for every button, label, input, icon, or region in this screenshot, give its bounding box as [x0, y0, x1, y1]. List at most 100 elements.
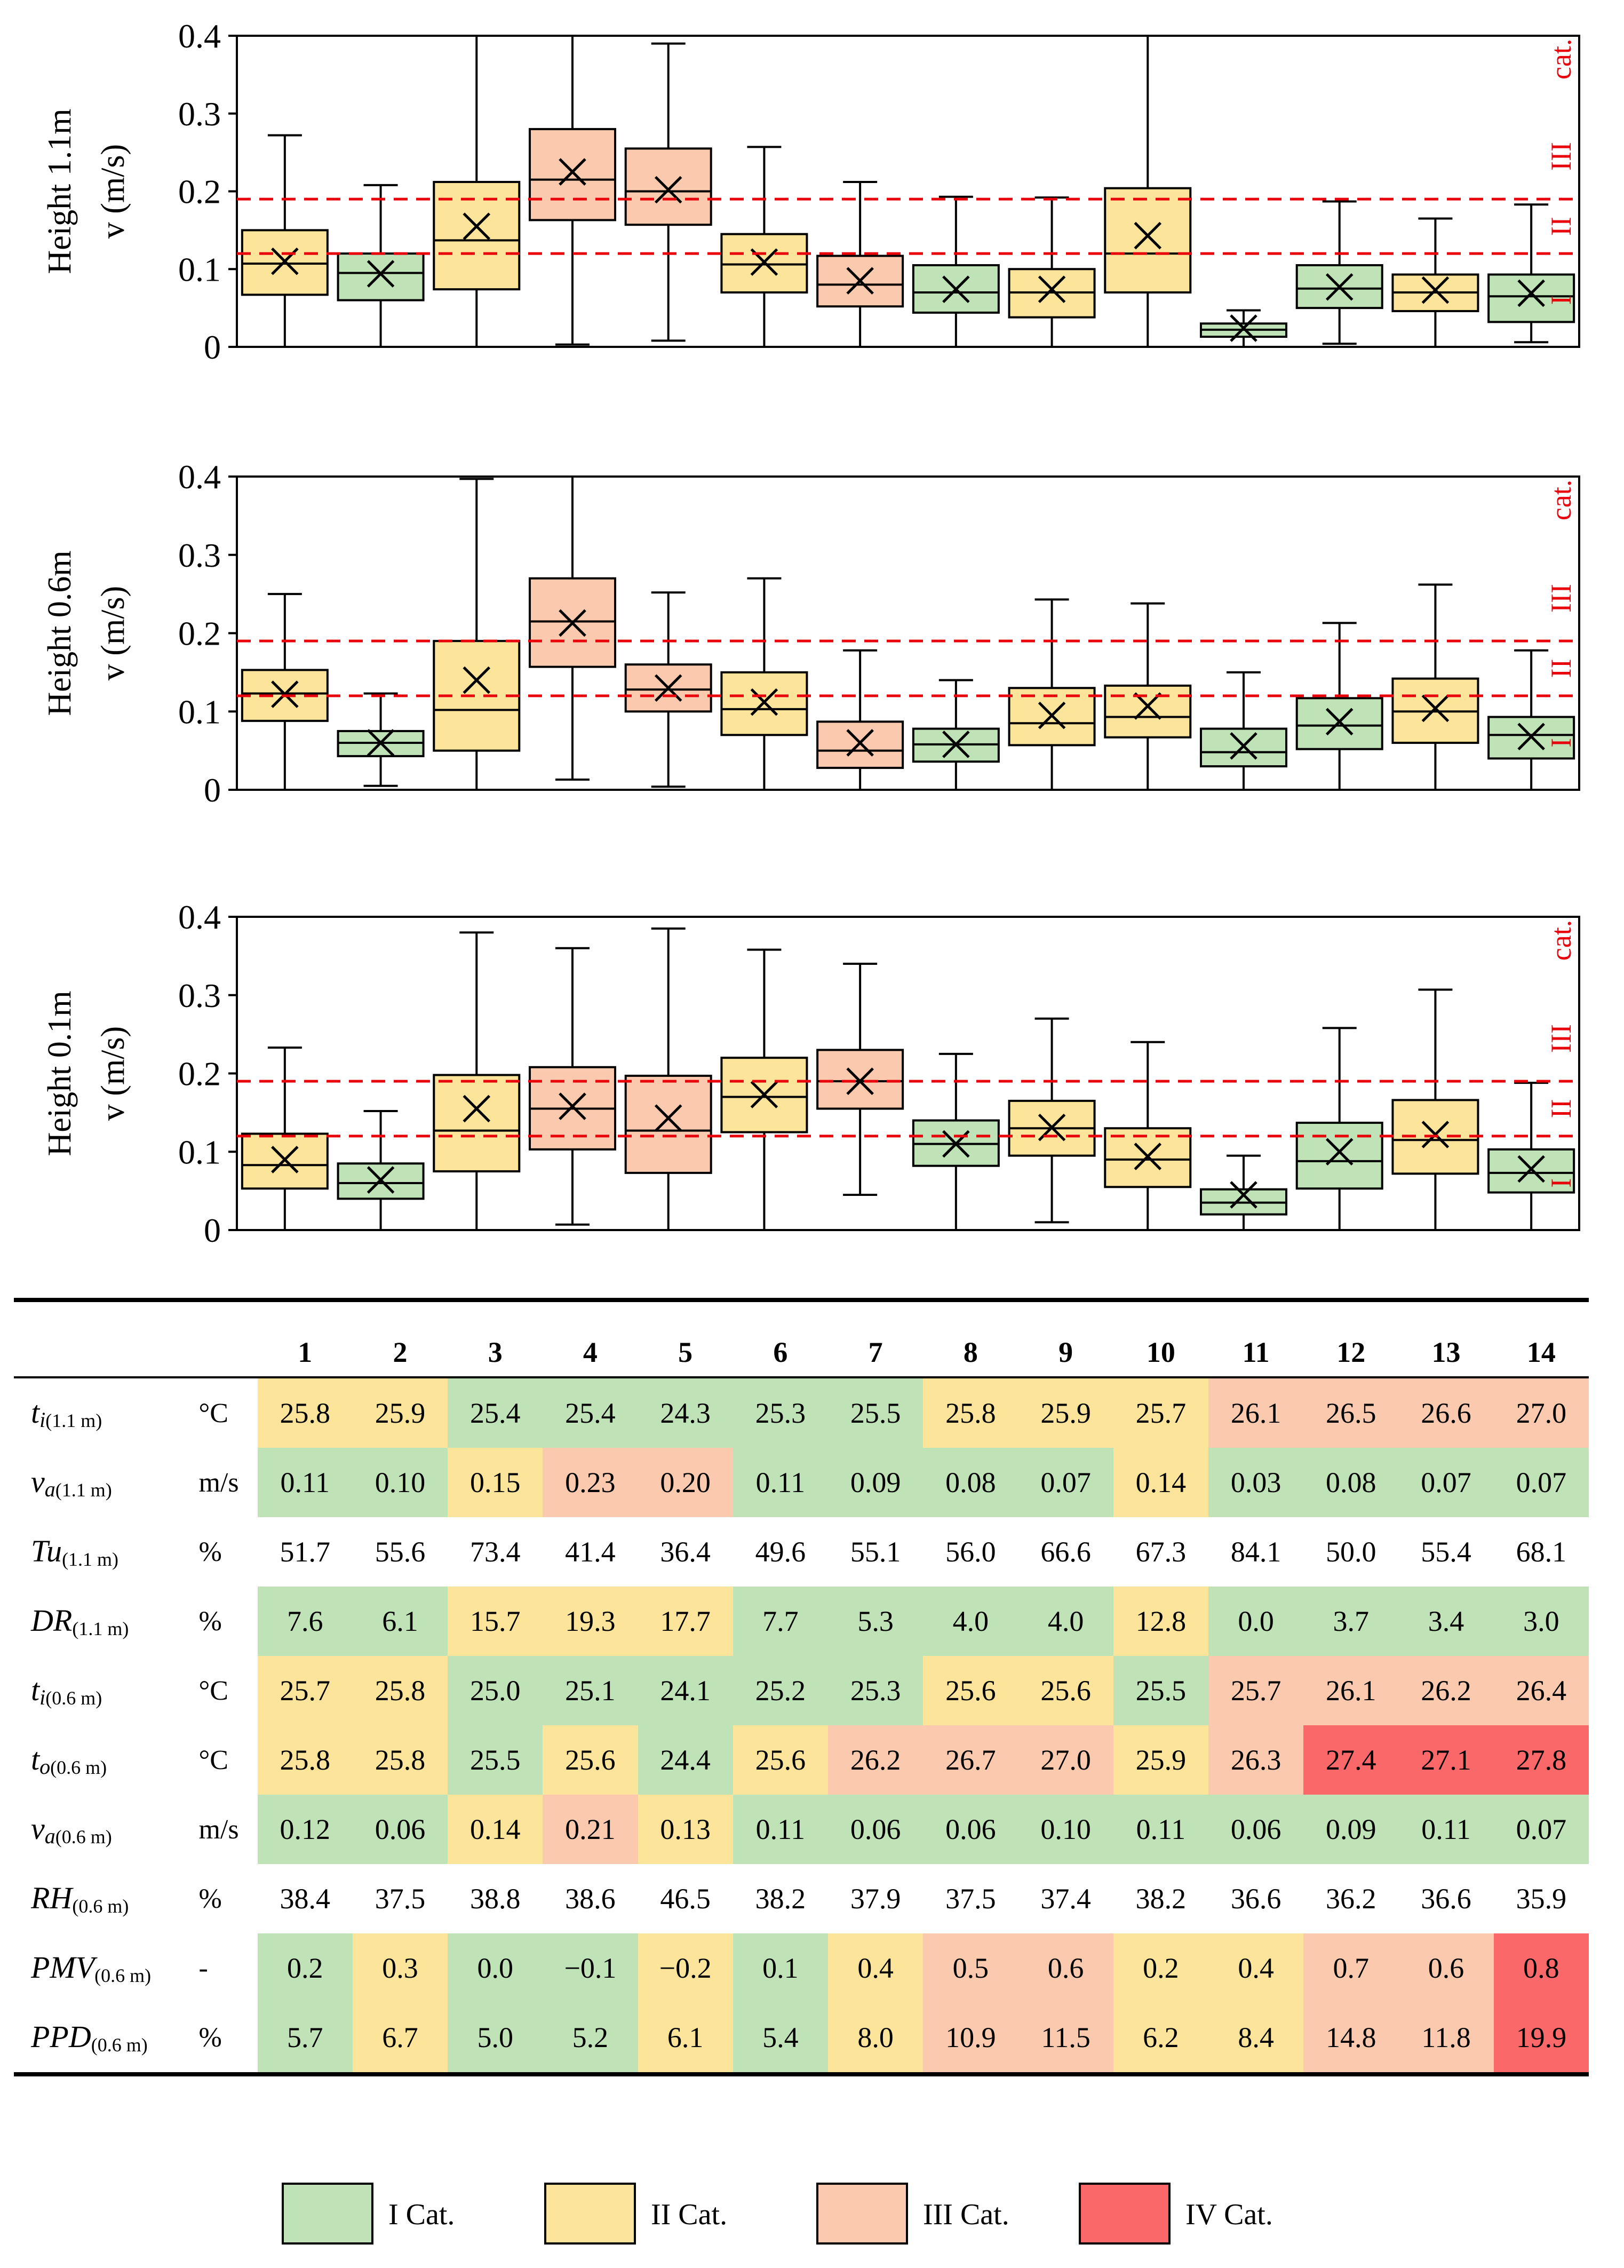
category-zone-label: I: [1545, 1178, 1577, 1188]
panel-title: Height 0.6m: [42, 551, 78, 716]
table-cell: 0.07: [1493, 1795, 1589, 1864]
table-cell: 49.6: [755, 1536, 806, 1568]
y-tick-label: 0.4: [178, 458, 221, 496]
column-header: 11: [1208, 1300, 1304, 1378]
parameter-symbol: v: [31, 1464, 45, 1499]
table-cell: 25.4: [543, 1377, 638, 1448]
mean-marker: [1421, 276, 1450, 304]
box-2: [337, 1109, 425, 1231]
table-cell: 46.5: [660, 1883, 711, 1915]
category-zone-label: cat.: [1545, 38, 1577, 79]
mean-marker: [942, 275, 970, 303]
parameter-height: (0.6 m): [91, 2034, 148, 2056]
table-cell: −0.1: [543, 1933, 638, 2003]
table-cell: 37.5: [375, 1883, 426, 1915]
category-zone-label: II: [1545, 1099, 1577, 1119]
table-cell: 0.15: [448, 1448, 543, 1517]
mean-marker: [846, 729, 874, 757]
table-cell: 25.5: [828, 1377, 924, 1448]
box-4: [529, 947, 616, 1226]
mean-marker: [846, 1067, 874, 1095]
parameter-unit: -: [198, 1953, 208, 1984]
table-cell: 0.03: [1208, 1448, 1304, 1517]
box-10: [1104, 36, 1192, 348]
parameter-unit: %: [198, 1883, 222, 1914]
mean-marker: [1134, 1143, 1162, 1170]
mean-marker: [942, 731, 970, 758]
category-zone-label: I: [1545, 296, 1577, 305]
box-8: [912, 1052, 1000, 1231]
table-cell: 25.4: [448, 1377, 543, 1448]
table-cell: 4.0: [1018, 1587, 1113, 1656]
table-cell: 19.3: [543, 1587, 638, 1656]
parameter-symbol: DR: [31, 1603, 73, 1638]
table-cell: 38.4: [280, 1883, 330, 1915]
table-cell: 0.08: [1303, 1448, 1399, 1517]
mean-marker: [1325, 1138, 1354, 1166]
table-cell: 41.4: [565, 1536, 616, 1568]
panel-title: Height 0.1m: [42, 991, 78, 1156]
table-cell: 25.8: [352, 1725, 448, 1795]
table-cell: 26.2: [1398, 1656, 1494, 1725]
table-cell: 25.6: [923, 1656, 1018, 1725]
table-cell: 38.2: [1135, 1883, 1187, 1915]
table-cell: 3.0: [1493, 1587, 1589, 1656]
box-13: [1391, 583, 1479, 791]
mean-marker: [367, 1166, 395, 1194]
table-cell: 51.7: [280, 1536, 330, 1568]
table-cell: 26.5: [1303, 1377, 1399, 1448]
table-cell: 6.1: [638, 2003, 733, 2074]
table-cell: 27.4: [1303, 1725, 1399, 1795]
table-cell: 25.8: [352, 1656, 448, 1725]
parameter-symbol: t: [31, 1672, 40, 1707]
mean-marker: [463, 212, 491, 240]
parameter-height: (0.6 m): [50, 1756, 107, 1778]
table-cell: 26.3: [1208, 1725, 1304, 1795]
table-cell: 0.11: [1398, 1795, 1494, 1864]
parameter-unit: m/s: [198, 1467, 239, 1498]
table-row: va(0.6 m) m/s 0.12 0.06 0.14 0.21 0.13 0.11 0.06…: [14, 1795, 1589, 1864]
legend-label: I Cat.: [388, 2198, 455, 2231]
box-6: [720, 146, 808, 348]
iqr-box: [816, 720, 904, 769]
table-cell: 5.7: [257, 2003, 353, 2074]
table-cell: 25.7: [1113, 1377, 1208, 1448]
table-cell: 0.0: [448, 1933, 543, 2003]
table-cell: 0.6: [1018, 1933, 1113, 2003]
panel-title: Height 1.1m: [42, 109, 78, 274]
y-tick-label: 0.1: [178, 1133, 221, 1171]
table-cell: 0.14: [448, 1795, 543, 1864]
y-tick-label: 0.2: [178, 615, 221, 653]
y-tick-label: 0.3: [178, 95, 221, 133]
table-cell: 25.7: [257, 1656, 353, 1725]
box-1: [241, 593, 329, 791]
mean-marker: [1134, 221, 1162, 250]
table-cell: 36.2: [1326, 1883, 1376, 1915]
mean-marker: [367, 260, 395, 288]
category-zone-label: III: [1545, 1024, 1577, 1053]
category-zone-label: II: [1545, 659, 1577, 678]
parameter-name: va(1.1 m): [14, 1448, 195, 1517]
column-header: 6: [733, 1300, 829, 1378]
table-cell: 0.11: [1113, 1795, 1208, 1864]
parameter-symbol: PPD: [31, 2019, 91, 2054]
box-11: [1200, 1154, 1287, 1231]
column-header: 1: [257, 1300, 353, 1378]
table-cell: 24.1: [638, 1656, 733, 1725]
legend-label: III Cat.: [923, 2198, 1009, 2231]
table-cell: 25.6: [1018, 1656, 1113, 1725]
mean-marker: [367, 729, 395, 757]
table-cell: 3.4: [1398, 1587, 1494, 1656]
parameter-height: (1.1 m): [72, 1618, 129, 1639]
table-cell: 0.13: [638, 1795, 733, 1864]
table-cell: 37.5: [945, 1883, 996, 1915]
parameter-symbol: PMV: [31, 1950, 95, 1985]
box-7: [816, 649, 904, 791]
box-14: [1487, 203, 1575, 344]
table-cell: 0.0: [1208, 1587, 1304, 1656]
parameter-name: ti(0.6 m): [14, 1656, 195, 1725]
y-axis-label: v (m/s): [95, 144, 131, 239]
table-cell: 27.0: [1493, 1377, 1589, 1448]
parameter-symbol: v: [31, 1811, 45, 1846]
